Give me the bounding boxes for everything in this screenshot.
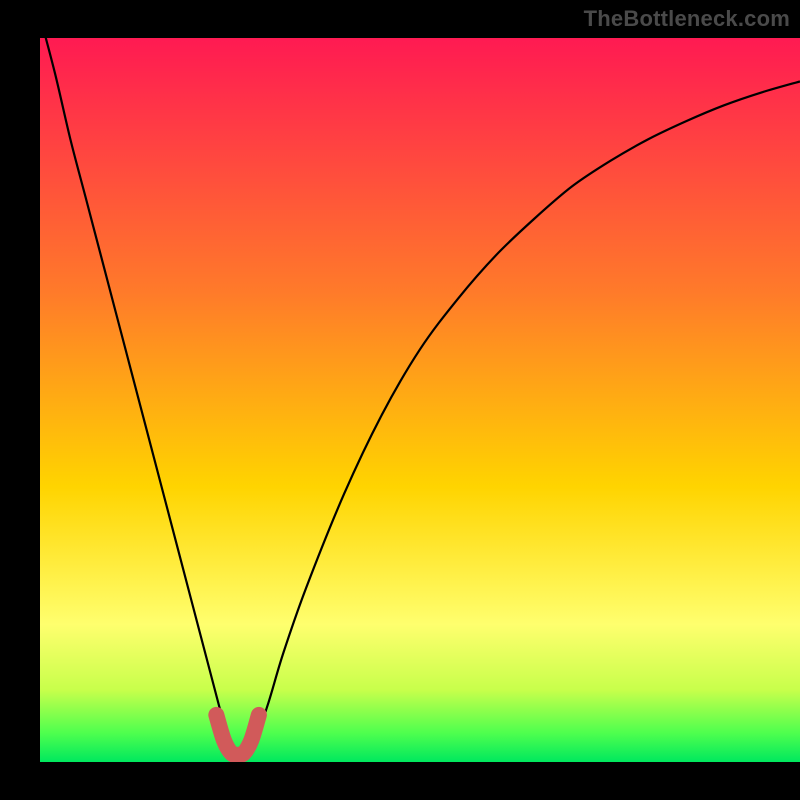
plot-area — [40, 38, 800, 762]
watermark-text: TheBottleneck.com — [584, 6, 790, 32]
curve-layer — [40, 38, 800, 762]
optimal-range-highlight — [216, 715, 259, 755]
chart-container: TheBottleneck.com — [0, 0, 800, 800]
bottleneck-curve — [40, 38, 800, 760]
